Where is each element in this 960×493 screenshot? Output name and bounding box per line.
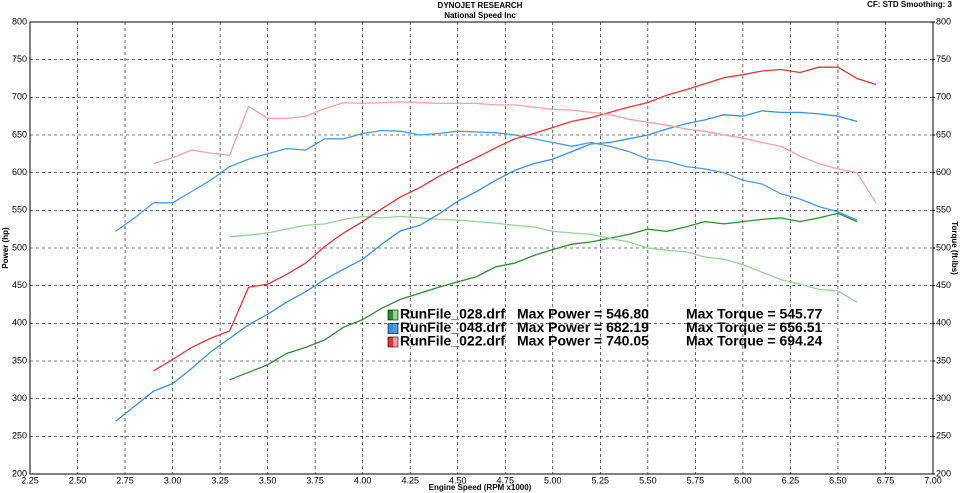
x-tick-label: 3.00 bbox=[164, 475, 182, 485]
legend-swatch-border bbox=[387, 323, 399, 334]
y2-tick-label: 700 bbox=[936, 92, 951, 102]
y-tick-label: 250 bbox=[12, 431, 27, 441]
x-tick-label: 6.25 bbox=[782, 475, 800, 485]
y2-tick-label: 350 bbox=[936, 355, 951, 365]
y-tick-label: 800 bbox=[12, 16, 27, 26]
legend-torque: Max Torque = 656.51 bbox=[686, 319, 823, 335]
legend-torque: Max Torque = 694.24 bbox=[686, 333, 823, 349]
y-tick-label: 650 bbox=[12, 129, 27, 139]
x-tick-label: 3.50 bbox=[259, 475, 277, 485]
y2-tick-label: 600 bbox=[936, 167, 951, 177]
y2-tick-label: 500 bbox=[936, 242, 951, 252]
x-tick-label: 3.75 bbox=[306, 475, 324, 485]
y-tick-label: 700 bbox=[12, 92, 27, 102]
y2-tick-label: 400 bbox=[936, 318, 951, 328]
y-tick-label: 400 bbox=[12, 318, 27, 328]
data-line bbox=[153, 101, 877, 204]
y2-tick-label: 250 bbox=[936, 431, 951, 441]
x-tick-label: 5.25 bbox=[592, 475, 610, 485]
legend-swatch bbox=[388, 337, 393, 347]
y2-tick-label: 750 bbox=[936, 54, 951, 64]
x-tick-label: 3.25 bbox=[211, 475, 229, 485]
legend-file: RunFile_048.drf bbox=[400, 319, 505, 335]
y-axis-label: Power (hp) bbox=[1, 227, 10, 269]
legend-power: Max Power = 740.05 bbox=[517, 333, 649, 349]
legend-swatch bbox=[388, 323, 393, 334]
legend-file: RunFile_028.drf bbox=[400, 306, 505, 322]
x-tick-label: 2.50 bbox=[69, 475, 87, 485]
x-tick-label: 4.50 bbox=[449, 475, 467, 485]
y-tick-label: 350 bbox=[12, 355, 27, 365]
legend-swatch bbox=[393, 323, 398, 334]
y2-tick-label: 450 bbox=[936, 280, 951, 290]
y-tick-label: 300 bbox=[12, 393, 27, 403]
settings-text: CF: STD Smoothing: 3 bbox=[867, 0, 952, 9]
x-tick-label: 7.00 bbox=[924, 475, 942, 485]
x-tick-label: 4.25 bbox=[401, 475, 419, 485]
data-line bbox=[115, 129, 858, 232]
x-tick-label: 2.75 bbox=[116, 475, 134, 485]
legend-swatch bbox=[393, 310, 398, 320]
legend-power: Max Power = 682.19 bbox=[517, 319, 649, 335]
data-line bbox=[115, 110, 858, 422]
x-tick-label: 6.75 bbox=[877, 475, 895, 485]
legend-power: Max Power = 546.80 bbox=[517, 306, 649, 322]
y-tick-label: 200 bbox=[12, 468, 27, 478]
x-tick-label: 5.50 bbox=[639, 475, 657, 485]
x-tick-label: 5.75 bbox=[687, 475, 705, 485]
legend-swatch-border bbox=[387, 309, 399, 321]
legend-torque: Max Torque = 545.77 bbox=[686, 306, 823, 322]
y-tick-label: 450 bbox=[12, 280, 27, 290]
data-line bbox=[153, 66, 877, 372]
x-tick-label: 6.50 bbox=[829, 475, 847, 485]
y2-tick-label: 800 bbox=[936, 16, 951, 26]
x-tick-label: 4.75 bbox=[496, 475, 514, 485]
legend-swatch bbox=[393, 337, 398, 347]
y-tick-label: 750 bbox=[12, 54, 27, 64]
x-tick-label: 2.25 bbox=[21, 475, 39, 485]
x-tick-label: 4.00 bbox=[354, 475, 372, 485]
x-tick-label: 5.00 bbox=[544, 475, 562, 485]
data-line bbox=[229, 212, 858, 381]
chart-subtitle: National Speed Inc bbox=[444, 11, 516, 20]
y2-tick-label: 200 bbox=[936, 468, 951, 478]
plot-border bbox=[29, 21, 934, 475]
x-tick-label: 6.00 bbox=[734, 475, 752, 485]
y2-tick-label: 650 bbox=[936, 129, 951, 139]
y2-tick-label: 300 bbox=[936, 393, 951, 403]
y-tick-label: 600 bbox=[12, 167, 27, 177]
legend-swatch bbox=[388, 310, 393, 320]
x-axis-label: Engine Speed (RPM x1000) bbox=[429, 483, 532, 492]
legend-file: RunFile_022.drf bbox=[400, 333, 505, 349]
y-tick-label: 500 bbox=[12, 242, 27, 252]
y-tick-label: 550 bbox=[12, 205, 27, 215]
y2-tick-label: 550 bbox=[936, 205, 951, 215]
legend-swatch-border bbox=[387, 336, 399, 348]
y2-axis-label: Torque (ft-lbs) bbox=[950, 221, 959, 275]
data-line bbox=[229, 215, 858, 303]
chart-title: DYNOJET RESEARCH bbox=[438, 1, 523, 10]
